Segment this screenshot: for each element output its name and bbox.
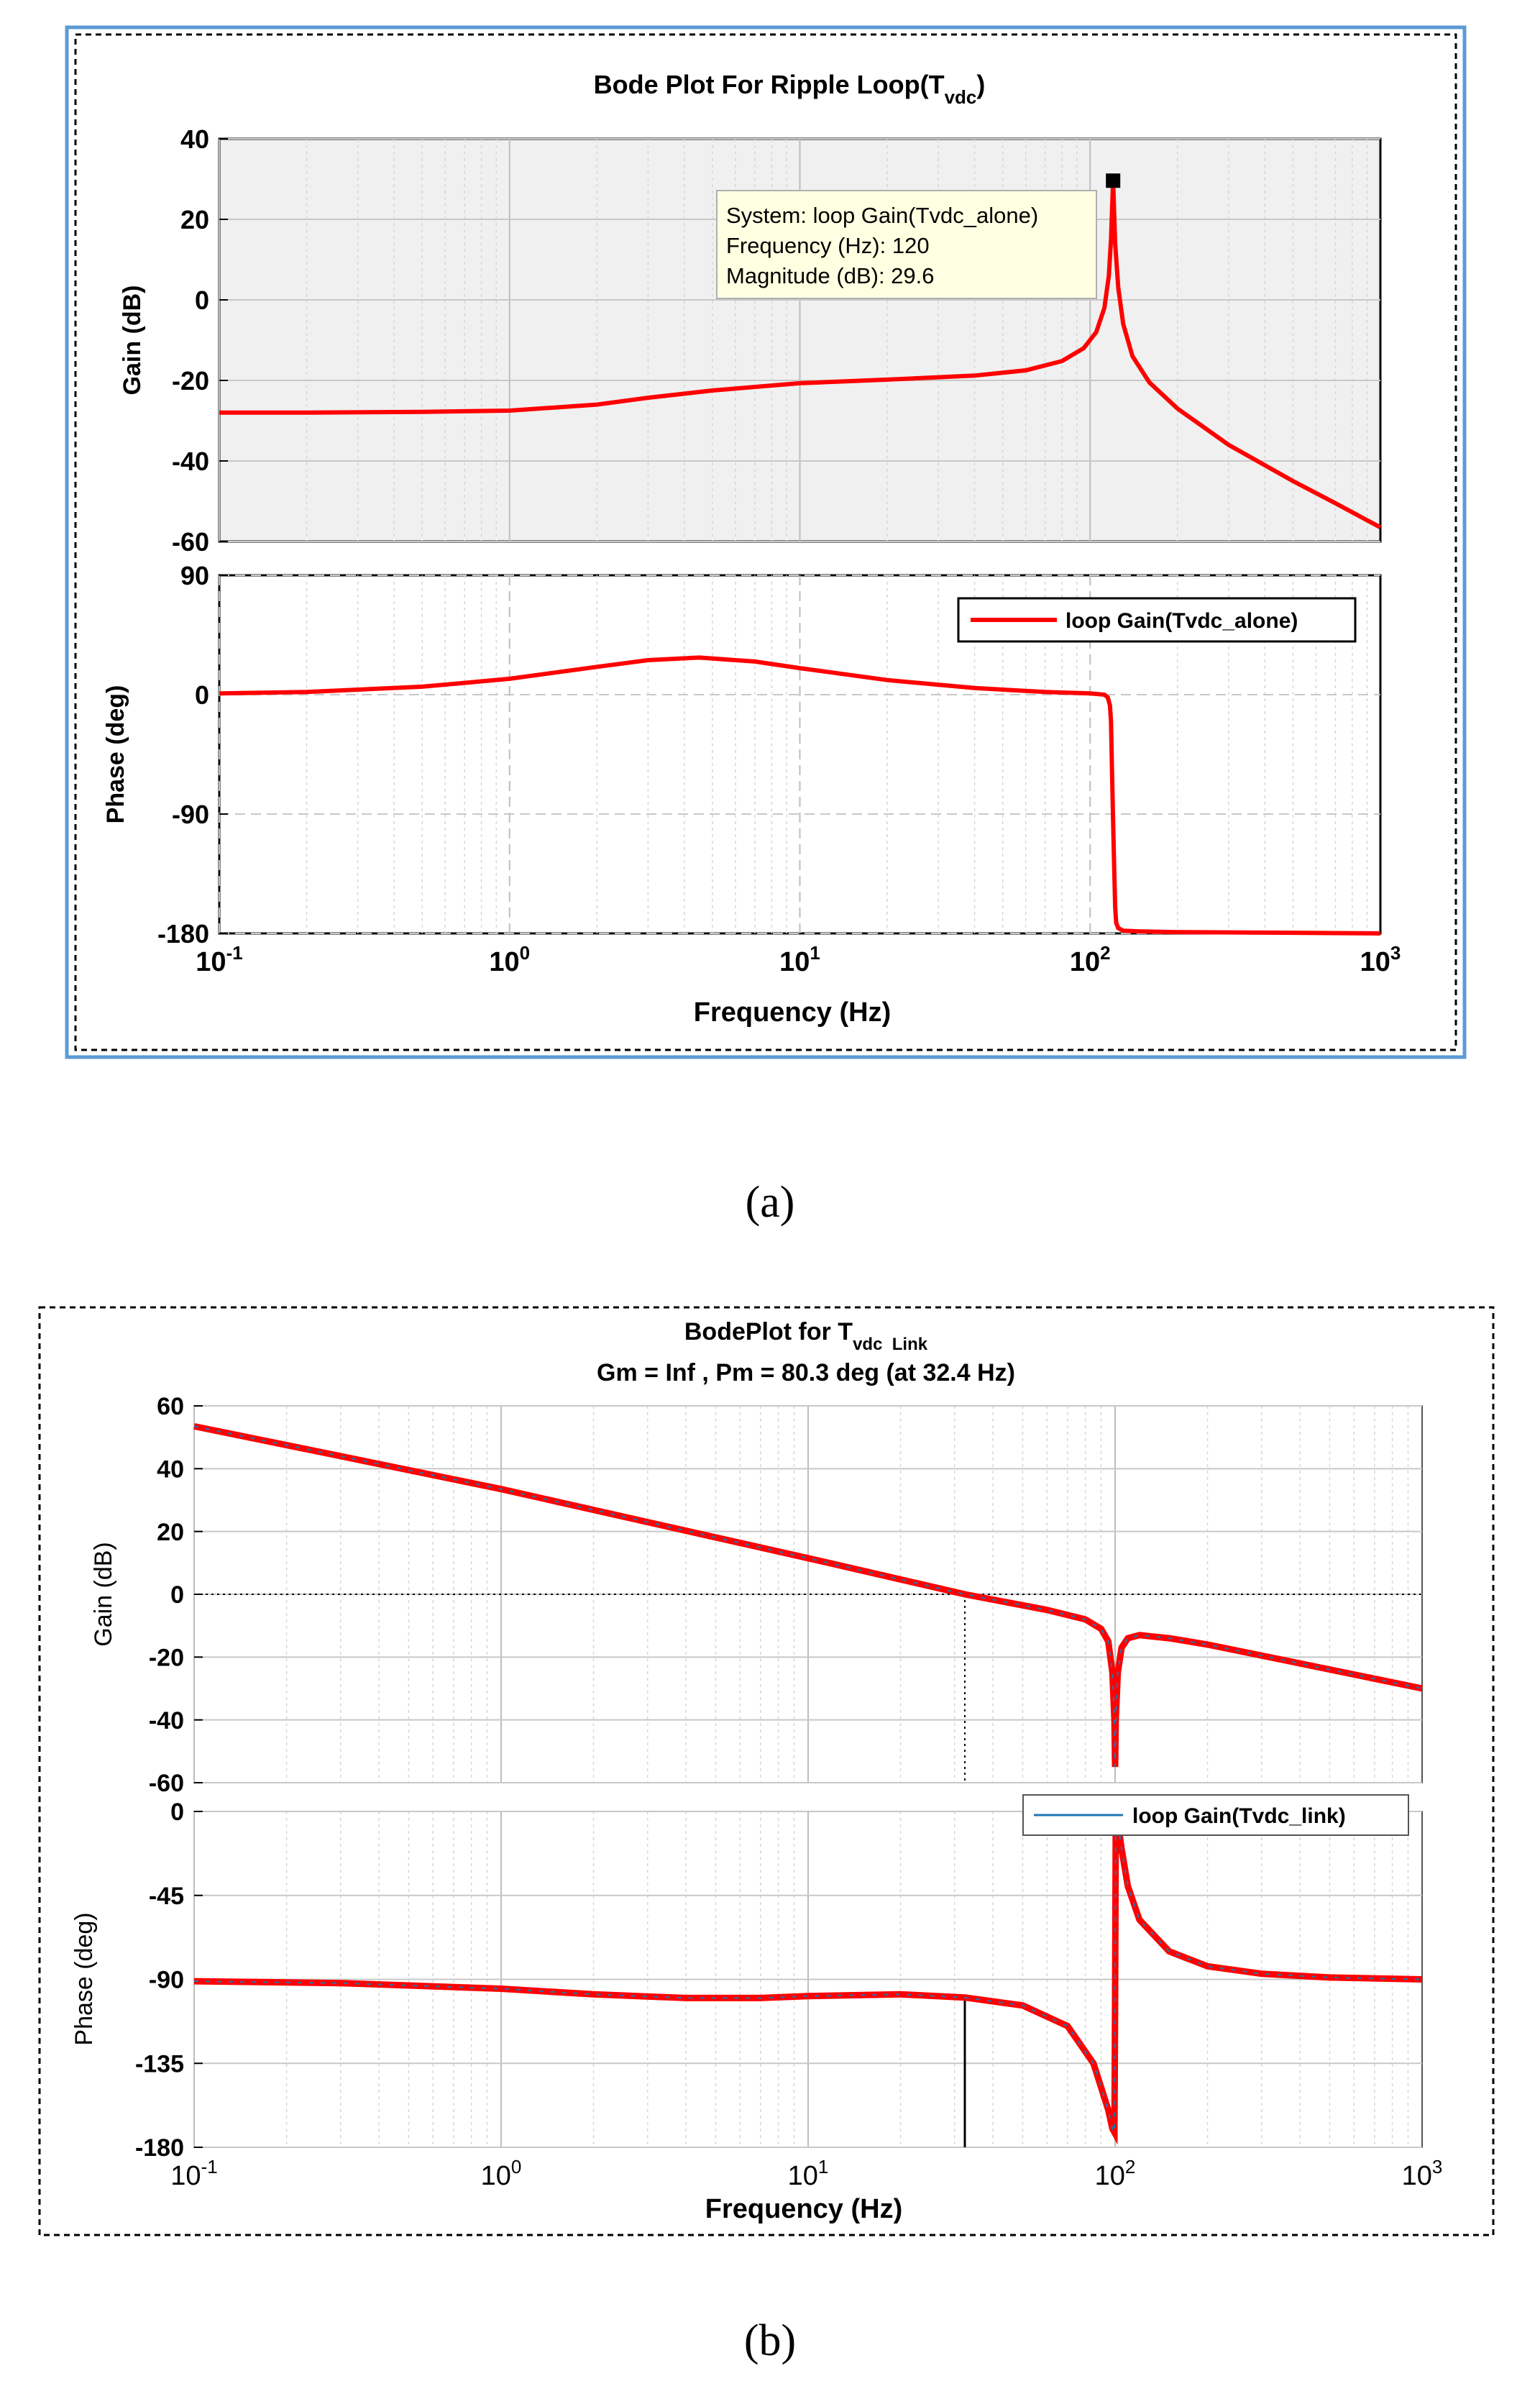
panel-a-datatip-magnitude: Magnitude (dB): 29.6 [726, 263, 935, 288]
panel-a-outer-frame [65, 25, 1467, 1059]
panel-a: Bode Plot For Ripple Loop(Tvdc) 40200-20… [65, 25, 1467, 1059]
panel-b-magnitude-curve [193, 1422, 1423, 1768]
xtick-label: 102 [1095, 2156, 1136, 2191]
xtick-base: 10 [1402, 2161, 1432, 2191]
panel-a-magnitude-axes: 40 20 0 -20 -40 -60 Gain (dB) System: loop Ga… [119, 124, 1382, 557]
panel-a-title: Bode Plot For Ripple Loop(Tvdc) [594, 70, 986, 108]
panel-a-legend-label: loop Gain(Tvdc_alone) [1065, 609, 1298, 633]
xtick-base: 10 [481, 2161, 511, 2191]
panel-b-phase-curve [193, 1820, 1423, 2145]
xtick-label: 103 [1360, 942, 1401, 977]
panel-b-xlabel: Frequency (Hz) [705, 2194, 902, 2224]
xtick-base: 10 [489, 947, 519, 977]
panel-b-frame [38, 1306, 1495, 2236]
panel-b-magnitude-axes: 60 40 20 0 -20 -40 -60 Gain (dB) [90, 1393, 1423, 1797]
xtick-exponent: -1 [201, 2156, 218, 2177]
xtick-exponent: 3 [1432, 2156, 1442, 2177]
xtick-exponent: 3 [1390, 942, 1401, 964]
panel-b-magnitude-ytick-label: -60 [149, 1770, 184, 1797]
panel-b-legend-label: loop Gain(Tvdc_link) [1132, 1804, 1346, 1828]
panel-b-title: BodePlot for Tvdc Link [684, 1318, 928, 1354]
panel-a-phase-ytick-label: 0 [195, 680, 209, 710]
xtick-label: 102 [1070, 942, 1111, 977]
xtick-base: 10 [779, 947, 810, 977]
panel-b-legend: loop Gain(Tvdc_link) [1022, 1794, 1409, 1836]
panel-b-magnitude-ytick-label: 40 [157, 1456, 184, 1484]
panel-b-magnitude-ytick-label: 0 [170, 1581, 184, 1609]
panel-a-phase-ylabel: Phase (deg) [102, 685, 129, 824]
xtick-base: 10 [170, 2161, 201, 2191]
panel-b-magnitude-ytick-label: -20 [149, 1645, 184, 1672]
panel-b-subtitle: Gm = Inf , Pm = 80.3 deg (at 32.4 Hz) [597, 1359, 1015, 1386]
xtick-label: 10-1 [196, 942, 242, 977]
xtick-exponent: 1 [818, 2156, 828, 2177]
panel-a-inner-frame [74, 33, 1457, 1051]
panel-a-magnitude-ytick-label: -40 [172, 447, 209, 476]
panel-a-phase-curve [219, 655, 1381, 936]
panel-b-phase-ytick-label: -45 [149, 1883, 184, 1910]
xtick-base: 10 [1360, 947, 1390, 977]
panel-a-xlabel: Frequency (Hz) [694, 997, 891, 1028]
panel-a-phase-ytick-label: -90 [172, 800, 209, 829]
xtick-label: 101 [788, 2156, 829, 2191]
xtick-label: 101 [779, 942, 820, 977]
panel-a-phase-grid [219, 575, 1380, 934]
panel-b-magnitude-ytick-label: 60 [157, 1393, 184, 1420]
panel-a-magnitude-ytick-label: 20 [180, 205, 209, 234]
panel-a-phase-axes: 90 0 -90 -180 Phase (deg) loop Gain(Tvdc_al… [102, 561, 1401, 1028]
panel-a-datatip-marker [1106, 173, 1121, 188]
xtick-exponent: -1 [226, 942, 243, 964]
panel-b-phase-ytick-label: -90 [149, 1967, 184, 1994]
panel-a-magnitude-ytick-label: -20 [172, 366, 209, 396]
xtick-exponent: 0 [520, 942, 530, 964]
panel-b-phase-ytick-label: -180 [135, 2134, 184, 2162]
panel-b-magnitude-yticks: 60 40 20 0 -20 -40 -60 [149, 1393, 203, 1797]
xtick-label: 10-1 [170, 2156, 217, 2191]
panel-a-phase-yticks: 90 0 -90 -180 [157, 561, 228, 949]
panel-b: BodePlot for Tvdc Link Gm = Inf , Pm = 8… [38, 1306, 1495, 2236]
xtick-exponent: 2 [1125, 2156, 1135, 2177]
panel-a-magnitude-yticks: 40 20 0 -20 -40 -60 [172, 124, 228, 557]
panel-b-magnitude-ytick-label: 20 [157, 1519, 184, 1546]
panel-b-xticks: 10-1 100 101 102 103 [170, 2156, 1442, 2191]
panel-a-datatip-box [716, 190, 1097, 299]
panel-a-magnitude-curve [219, 180, 1382, 530]
panel-a-datatip-frequency: Frequency (Hz): 120 [726, 233, 930, 258]
xtick-exponent: 0 [511, 2156, 521, 2177]
panel-a-phase-ytick-label: 90 [180, 561, 209, 590]
xtick-base: 10 [1095, 2161, 1125, 2191]
panel-b-phase-yticks: 0 -45 -90 -135 -180 [135, 1799, 203, 2162]
panel-a-magnitude-ytick-label: -60 [172, 527, 209, 557]
xtick-label: 100 [481, 2156, 522, 2191]
panel-b-magnitude-ylabel: Gain (dB) [90, 1542, 117, 1647]
xtick-base: 10 [1070, 947, 1100, 977]
panel-a-caption: (a) [746, 1178, 795, 1227]
panel-b-magnitude-ytick-label: -40 [149, 1707, 184, 1735]
panel-a-datatip: System: loop Gain(Tvdc_alone) Frequency … [716, 190, 1097, 299]
panel-a-magnitude-ylabel: Gain (dB) [119, 285, 146, 396]
panel-b-caption: (b) [744, 2316, 796, 2365]
xtick-label: 100 [489, 942, 530, 977]
xtick-exponent: 2 [1100, 942, 1110, 964]
panel-a-datatip-system: System: loop Gain(Tvdc_alone) [726, 203, 1038, 228]
panel-a-xticks: 10-1 100 101 102 103 [196, 942, 1401, 977]
panel-b-phase-ytick-label: -135 [135, 2050, 184, 2078]
xtick-base: 10 [196, 947, 226, 977]
panel-b-phase-axes: 0 -45 -90 -135 -180 Phase (deg) loop Gain(Tv… [70, 1794, 1442, 2224]
panel-a-magnitude-ytick-label: 40 [180, 124, 209, 154]
panel-b-phase-ylabel: Phase (deg) [70, 1912, 98, 2045]
panel-b-legend-box [1022, 1794, 1409, 1836]
panel-b-phase-ytick-label: 0 [170, 1799, 184, 1826]
panel-a-phase-ytick-label: -180 [157, 919, 209, 949]
xtick-exponent: 1 [810, 942, 820, 964]
panel-a-magnitude-ytick-label: 0 [195, 285, 209, 315]
xtick-base: 10 [788, 2161, 818, 2191]
xtick-label: 103 [1402, 2156, 1443, 2191]
panel-a-legend: loop Gain(Tvdc_alone) [957, 597, 1357, 643]
